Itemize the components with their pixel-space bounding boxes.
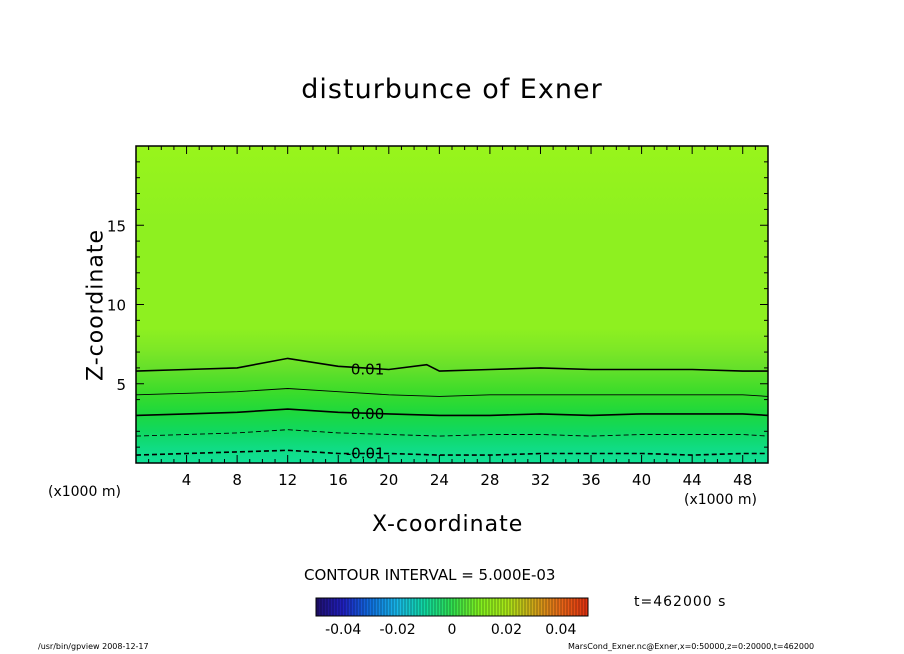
colorbar-tick-label-0: -0.04 — [325, 622, 361, 638]
contour-label-2: -0.01 — [346, 444, 385, 462]
contour-line-3 — [136, 429, 768, 437]
x-tick-label-12: 12 — [278, 471, 297, 489]
contour-line-1 — [136, 388, 768, 397]
y-tick-label-15: 15 — [107, 217, 126, 235]
x-tick-label-36: 36 — [581, 471, 600, 489]
y-axis-label: Z-coordinate — [83, 229, 109, 381]
field-background — [136, 146, 768, 463]
colorbar: -0.04 -0.02 0 0.02 0.04 — [315, 597, 589, 638]
contour-line-2 — [136, 408, 768, 417]
colorbar-tick-label-1: -0.02 — [379, 622, 415, 638]
contour-line-4 — [136, 449, 768, 456]
contour-label-1: 0.00 — [351, 405, 384, 423]
x-tick-label-8: 8 — [232, 471, 242, 489]
x-tick-label-16: 16 — [329, 471, 348, 489]
footer-command: /usr/bin/gpview 2008-12-17 — [38, 642, 149, 651]
contour-label-0: 0.01 — [351, 360, 384, 378]
x-tick-label-4: 4 — [182, 471, 192, 489]
x-unit-label-right: (x1000 m) — [684, 492, 757, 508]
colorbar-fill — [316, 598, 588, 616]
x-tick-label-32: 32 — [531, 471, 550, 489]
x-tick-label-28: 28 — [480, 471, 499, 489]
x-tick-label-44: 44 — [683, 471, 702, 489]
footer-source: MarsCond_Exner.nc@Exner,x=0:50000,z=0:20… — [568, 642, 815, 651]
x-tick-label-48: 48 — [733, 471, 752, 489]
field-fill — [136, 146, 768, 463]
y-tick-label-10: 10 — [107, 297, 126, 315]
contour-labels: 0.01 0.00 -0.01 — [346, 360, 385, 462]
x-unit-label-left: (x1000 m) — [48, 484, 121, 500]
colorbar-tick-label-3: 0.02 — [491, 622, 522, 638]
time-label: t=462000 s — [634, 594, 727, 610]
x-tick-label-24: 24 — [430, 471, 449, 489]
colorbar-border — [315, 597, 589, 617]
x-axis-label: X-coordinate — [372, 512, 524, 537]
y-tick-label-5: 5 — [116, 376, 126, 394]
x-tick-label-20: 20 — [379, 471, 398, 489]
colorbar-tick-label-4: 0.04 — [545, 622, 576, 638]
colorbar-tick-label-2: 0 — [448, 622, 457, 638]
contour-line-0 — [136, 357, 768, 372]
chart-title: disturbunce of Exner — [301, 74, 603, 105]
contour-interval-text: CONTOUR INTERVAL = 5.000E-03 — [304, 566, 556, 584]
contour-lines — [136, 357, 768, 456]
x-tick-label-40: 40 — [632, 471, 651, 489]
